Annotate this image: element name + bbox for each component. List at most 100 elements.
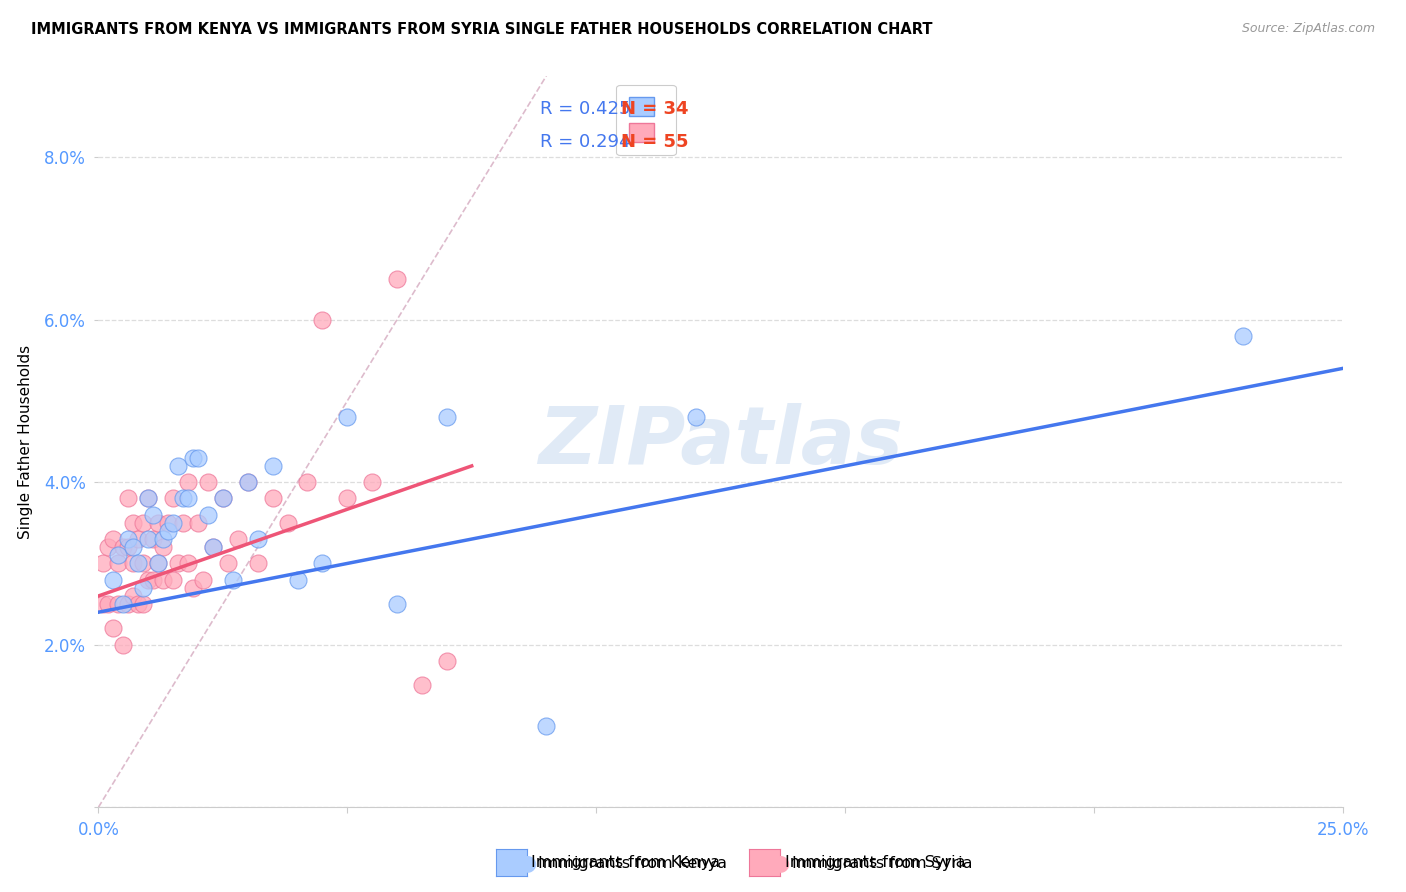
Point [177,475,200,490]
Point [136,532,159,546]
Point [191,573,214,587]
Point [132,581,155,595]
Point [311,557,333,571]
Text: R = 0.294: R = 0.294 [540,133,631,151]
Point [436,654,458,668]
Point [226,532,249,546]
Point [93,597,115,611]
Point [162,573,184,587]
Text: R = 0.425: R = 0.425 [540,100,631,118]
Point [136,491,159,506]
Point [201,540,224,554]
Point [211,491,233,506]
Point [146,516,169,530]
Point [536,719,558,733]
Point [187,450,209,465]
Text: ●: ● [770,854,790,873]
Point [411,678,433,692]
Point [385,597,408,611]
Point [122,589,145,603]
Point [277,516,299,530]
Point [117,597,139,611]
Point [112,597,135,611]
Point [103,532,125,546]
Point [107,557,129,571]
Y-axis label: Single Father Households: Single Father Households [18,344,32,539]
Point [117,532,139,546]
Point [127,597,149,611]
Point [136,573,159,587]
Text: Immigrants from Syria: Immigrants from Syria [785,855,965,870]
Point [361,475,384,490]
Point [287,573,309,587]
Point [103,573,125,587]
Point [336,410,359,425]
Point [97,540,120,554]
Point [262,458,284,473]
Point [132,597,155,611]
Point [146,557,169,571]
Point [122,540,145,554]
Point [172,491,194,506]
Point [142,532,165,546]
Point [117,491,139,506]
Point [172,516,194,530]
Point [297,475,319,490]
Point [385,272,408,286]
Point [1232,329,1254,343]
Point [117,540,139,554]
Point [122,557,145,571]
Point [112,540,135,554]
Point [197,475,219,490]
Point [246,557,269,571]
Point [177,491,200,506]
Point [107,549,129,563]
Point [236,475,259,490]
Point [236,475,259,490]
Point [146,557,169,571]
Point [181,450,204,465]
Point [132,516,155,530]
Point [167,557,190,571]
Point [107,597,129,611]
Point [142,508,165,522]
Text: ZIPatlas: ZIPatlas [538,402,903,481]
Point [152,532,174,546]
Point [157,516,180,530]
Point [436,410,458,425]
Point [246,532,269,546]
Point [127,557,149,571]
Point [197,508,219,522]
Point [112,638,135,652]
Point [336,491,359,506]
Point [103,622,125,636]
Point [132,557,155,571]
Point [97,597,120,611]
Point [152,540,174,554]
Point [93,557,115,571]
Point [187,516,209,530]
Point [157,524,180,538]
Legend: , : , [616,85,676,155]
Text: N = 34: N = 34 [621,100,689,118]
Text: Immigrants from Kenya: Immigrants from Kenya [538,856,727,871]
Text: IMMIGRANTS FROM KENYA VS IMMIGRANTS FROM SYRIA SINGLE FATHER HOUSEHOLDS CORRELAT: IMMIGRANTS FROM KENYA VS IMMIGRANTS FROM… [31,22,932,37]
Point [201,540,224,554]
Point [217,557,239,571]
Text: ●: ● [517,854,537,873]
Point [262,491,284,506]
Text: Source: ZipAtlas.com: Source: ZipAtlas.com [1241,22,1375,36]
Point [162,491,184,506]
Point [311,312,333,326]
Point [177,557,200,571]
Point [181,581,204,595]
Point [127,532,149,546]
Point [122,516,145,530]
Point [222,573,245,587]
Text: Immigrants from Kenya: Immigrants from Kenya [531,855,720,870]
Point [162,516,184,530]
Point [211,491,233,506]
Text: Immigrants from Syria: Immigrants from Syria [792,856,972,871]
Point [142,573,165,587]
Point [167,458,190,473]
